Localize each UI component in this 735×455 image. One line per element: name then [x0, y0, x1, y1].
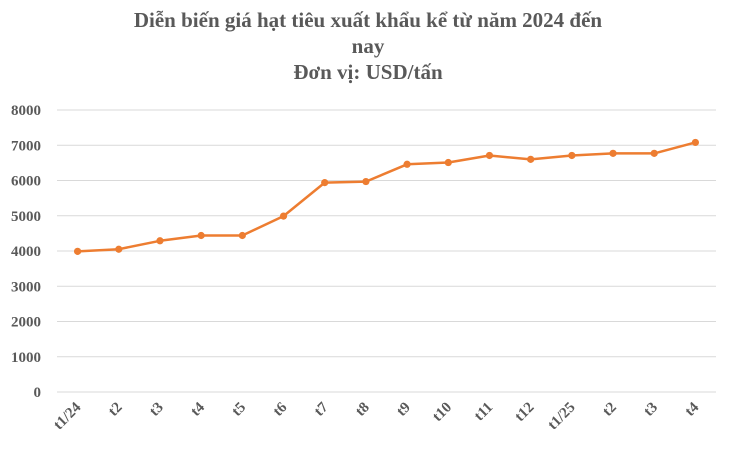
- data-point: [568, 151, 576, 160]
- x-tick-label: t3: [147, 400, 167, 420]
- data-point: [527, 155, 535, 163]
- data-point: [197, 231, 205, 240]
- x-tick-label: t10: [430, 400, 455, 425]
- y-tick-label: 3000: [11, 279, 41, 295]
- y-tick-label: 0: [34, 385, 42, 401]
- x-tick-label: t9: [394, 400, 414, 420]
- data-point: [362, 177, 370, 186]
- x-tick-label: t1/25: [545, 400, 579, 434]
- x-tick-label: t11: [471, 400, 496, 425]
- y-tick-label: 5000: [11, 209, 41, 225]
- series-points: [73, 138, 700, 255]
- y-tick-label: 1000: [11, 350, 41, 366]
- gridlines: [57, 109, 716, 393]
- chart-title-line-1: Diễn biến giá hạt tiêu xuất khẩu kể từ n…: [133, 8, 603, 32]
- data-point: [156, 237, 164, 245]
- data-point: [444, 158, 452, 167]
- x-tick-label: t3: [641, 400, 661, 420]
- x-tick-label: t2: [600, 400, 620, 420]
- data-point: [115, 245, 123, 253]
- data-point: [650, 149, 658, 157]
- x-axis-tick-labels: t1/24 t2 t3 t4 t5 t6 t7 t8 t9 t10 t11 t12 t1/25 t2 t3 t…: [51, 399, 703, 433]
- y-tick-label: 4000: [11, 244, 41, 260]
- series-line-path: [77, 141, 696, 253]
- x-tick-label: t7: [311, 399, 332, 420]
- x-tick-label: t6: [270, 399, 291, 420]
- data-point: [609, 149, 617, 157]
- x-tick-label: t4: [682, 399, 703, 420]
- data-point: [73, 247, 82, 255]
- data-point: [485, 151, 494, 160]
- data-point: [279, 212, 288, 220]
- data-point: [403, 160, 411, 168]
- y-tick-label: 8000: [11, 103, 41, 119]
- chart-title-line-2: nay: [351, 34, 385, 58]
- data-point: [321, 179, 329, 187]
- data-point: [691, 138, 700, 147]
- x-tick-label: t4: [188, 399, 209, 420]
- x-tick-label: t2: [105, 400, 125, 420]
- data-point: [238, 231, 246, 240]
- x-tick-label: t5: [229, 400, 249, 420]
- series-line: [77, 141, 696, 253]
- chart-title-line-3: Đơn vị: USD/tấn: [293, 60, 443, 84]
- x-tick-label: t8: [353, 400, 373, 420]
- y-tick-label: 7000: [11, 138, 41, 154]
- x-tick-label: t12: [512, 400, 537, 425]
- y-axis-tick-labels: 0 1000 2000 3000 4000 5000 6000 7000 8000: [11, 103, 41, 401]
- y-tick-label: 2000: [11, 315, 41, 331]
- y-tick-label: 6000: [11, 174, 41, 190]
- x-tick-label: t1/24: [51, 399, 85, 433]
